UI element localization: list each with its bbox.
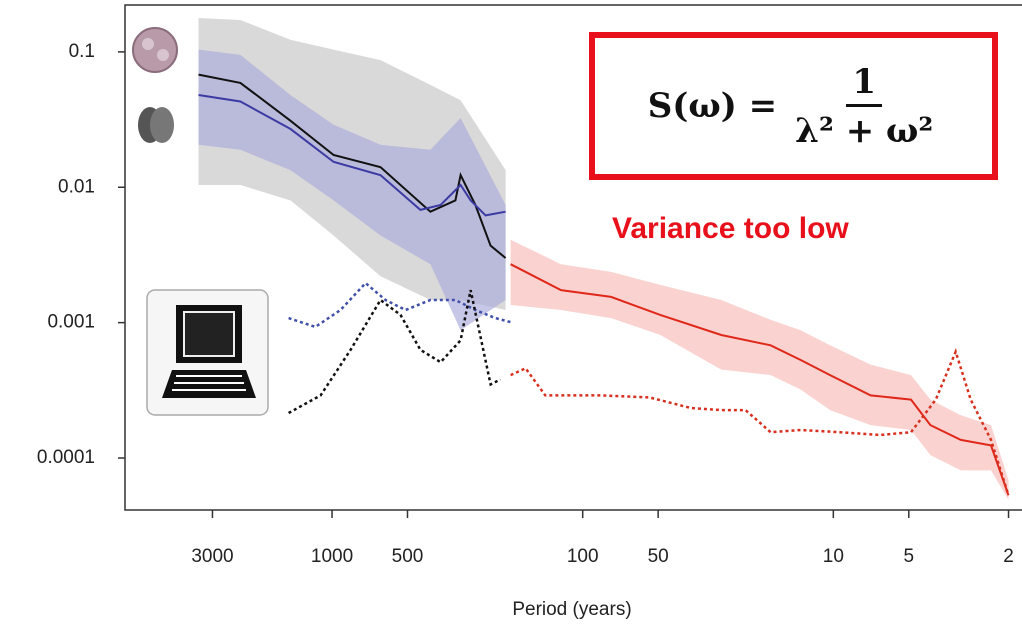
x-tick-label: 500 <box>392 546 424 567</box>
model-line <box>510 348 1010 496</box>
x-tick-label: 3000 <box>191 546 233 567</box>
data-line <box>198 73 507 259</box>
model-line <box>288 281 511 329</box>
confidence-band <box>510 239 1009 500</box>
formula-denominator: λ² + ω² <box>795 110 934 151</box>
pollen-icon <box>150 107 174 143</box>
plot-frame <box>124 4 1022 511</box>
lines <box>198 73 1010 496</box>
computer-icon <box>183 311 235 357</box>
data-line <box>510 263 1010 496</box>
formula-fraction: 1 λ² + ω² <box>789 62 939 151</box>
y-tick-label: 0.001 <box>47 312 95 333</box>
formula-lhs: S(ω) = <box>647 86 778 126</box>
x-tick-label: 2 <box>1003 546 1014 567</box>
formula-numerator: 1 <box>846 62 883 107</box>
pollen-icon <box>132 27 178 73</box>
data-line <box>198 94 506 217</box>
formula-box <box>589 32 998 180</box>
x-tick-label: 50 <box>648 546 669 567</box>
pollen-icon <box>142 38 154 50</box>
y-tick-label: 0.0001 <box>37 447 95 468</box>
x-tick-label: 10 <box>823 546 844 567</box>
formula: S(ω) = 1 λ² + ω² <box>596 38 991 174</box>
annotation: Variance too low <box>612 212 849 245</box>
x-tick-label: 5 <box>904 546 915 567</box>
x-axis-label: Period (years) <box>512 599 631 620</box>
x-tick-label: 1000 <box>311 546 353 567</box>
y-tick-label: 0.01 <box>58 176 95 197</box>
model-line <box>287 289 501 415</box>
y-tick-label: 0.1 <box>69 41 95 62</box>
x-tick-label: 100 <box>567 546 599 567</box>
axes: 0.1 0.01 0.001 0.0001 3000 1000 500 100 50 10 5 2 <box>37 41 1014 567</box>
pollen-icon <box>157 49 169 61</box>
computer-icon <box>172 375 246 391</box>
